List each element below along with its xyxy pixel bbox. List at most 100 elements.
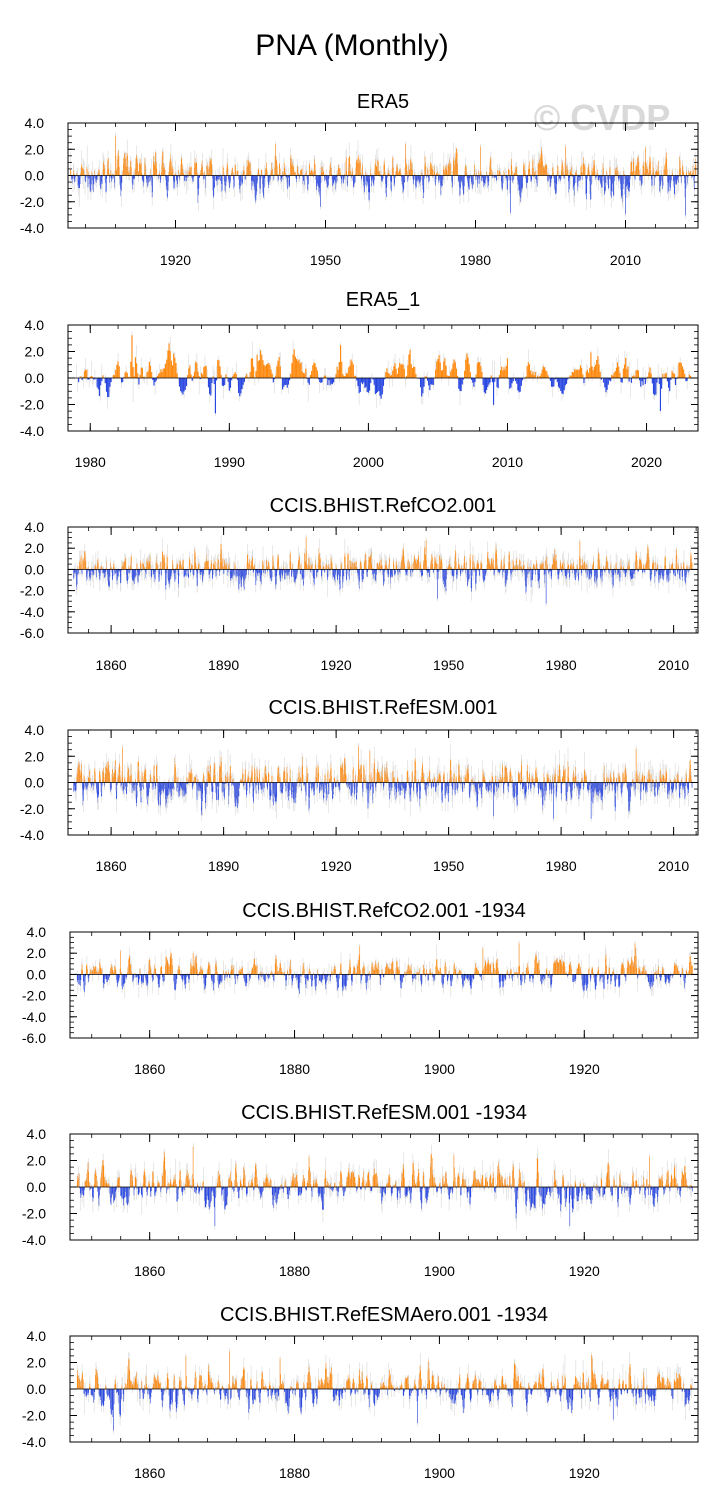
data-bar — [671, 371, 672, 378]
data-bar — [131, 335, 132, 378]
data-bar — [238, 378, 239, 393]
data-bar — [629, 378, 630, 382]
data-bar — [127, 373, 128, 378]
data-bar — [485, 378, 486, 393]
data-bar — [639, 170, 640, 175]
data-bar — [298, 360, 299, 378]
data-bar — [308, 378, 309, 383]
data-bar — [498, 170, 499, 175]
data-bar — [422, 378, 423, 393]
data-bar — [527, 366, 528, 378]
data-bar — [616, 368, 617, 378]
data-bar — [116, 365, 117, 378]
data-bar — [251, 171, 252, 176]
data-bar — [474, 378, 475, 382]
data-bar — [635, 176, 636, 180]
data-bar — [117, 361, 118, 378]
data-bar — [179, 378, 180, 387]
data-bar — [510, 176, 511, 213]
data-bar — [496, 378, 497, 387]
data-bar — [230, 378, 231, 388]
data-bar — [163, 369, 164, 378]
data-bar — [534, 375, 535, 378]
data-bar — [565, 378, 566, 385]
data-bar — [203, 176, 204, 180]
data-bar — [194, 372, 195, 378]
data-bar — [319, 378, 320, 382]
data-bar — [511, 176, 512, 181]
data-bar — [602, 176, 603, 188]
data-bar — [439, 355, 440, 378]
data-bar — [553, 172, 554, 175]
data-bar — [630, 176, 631, 180]
data-bar — [566, 378, 567, 384]
data-bar — [470, 372, 471, 378]
data-bar — [180, 378, 181, 391]
data-bar — [304, 374, 305, 378]
data-bar — [75, 569, 76, 573]
data-bar — [575, 370, 576, 378]
data-bar — [444, 170, 445, 176]
data-bar — [535, 372, 536, 378]
data-bar — [608, 378, 609, 385]
panel-title: ERA5 — [357, 91, 409, 113]
data-bar — [558, 378, 559, 387]
data-bar — [659, 171, 660, 175]
data-bar — [432, 378, 433, 385]
data-bar — [563, 378, 564, 394]
data-bar — [214, 378, 215, 384]
data-bar — [674, 374, 675, 378]
data-bar — [582, 374, 583, 378]
data-bar — [121, 378, 122, 382]
data-bar — [452, 176, 453, 188]
data-bar — [185, 378, 186, 390]
data-bar — [313, 363, 314, 378]
data-bar — [85, 370, 86, 378]
data-bar — [423, 378, 424, 387]
data-bar — [136, 363, 137, 378]
data-bar — [166, 569, 167, 573]
data-bar — [235, 372, 236, 378]
data-bar — [518, 378, 519, 392]
data-bar — [87, 569, 88, 573]
data-bar — [320, 378, 321, 383]
data-bar — [377, 378, 378, 392]
data-bar — [489, 176, 490, 182]
data-bar — [465, 360, 466, 378]
data-bar — [563, 172, 564, 175]
data-bar — [119, 167, 120, 175]
data-bar — [342, 374, 343, 378]
data-bar — [652, 176, 653, 186]
data-bar — [327, 378, 328, 385]
data-bar — [641, 378, 642, 381]
data-bar — [385, 172, 386, 176]
data-bar — [337, 367, 338, 378]
data-bar — [551, 176, 552, 179]
data-bar — [239, 378, 240, 396]
data-bar — [508, 176, 509, 181]
data-bar — [259, 360, 260, 378]
data-bar — [340, 173, 341, 176]
x-tick-label: 2010 — [610, 252, 641, 268]
data-bar — [332, 378, 333, 384]
data-bar — [435, 370, 436, 378]
data-bar — [162, 372, 163, 378]
data-bar — [687, 378, 688, 381]
data-bar — [229, 378, 230, 391]
data-bar — [501, 367, 502, 378]
data-bar — [556, 176, 557, 184]
data-bar — [533, 168, 534, 176]
data-bar — [86, 370, 87, 378]
data-bar — [666, 373, 667, 378]
data-bar — [461, 378, 462, 391]
data-bar — [603, 378, 604, 383]
data-bar — [397, 374, 398, 378]
data-bar — [620, 378, 621, 382]
data-bar — [302, 371, 303, 378]
data-bar — [80, 176, 81, 184]
data-bar — [638, 371, 639, 378]
data-bar — [619, 373, 620, 378]
data-bar — [191, 374, 192, 378]
data-bar — [141, 173, 142, 176]
data-bar — [484, 378, 485, 392]
